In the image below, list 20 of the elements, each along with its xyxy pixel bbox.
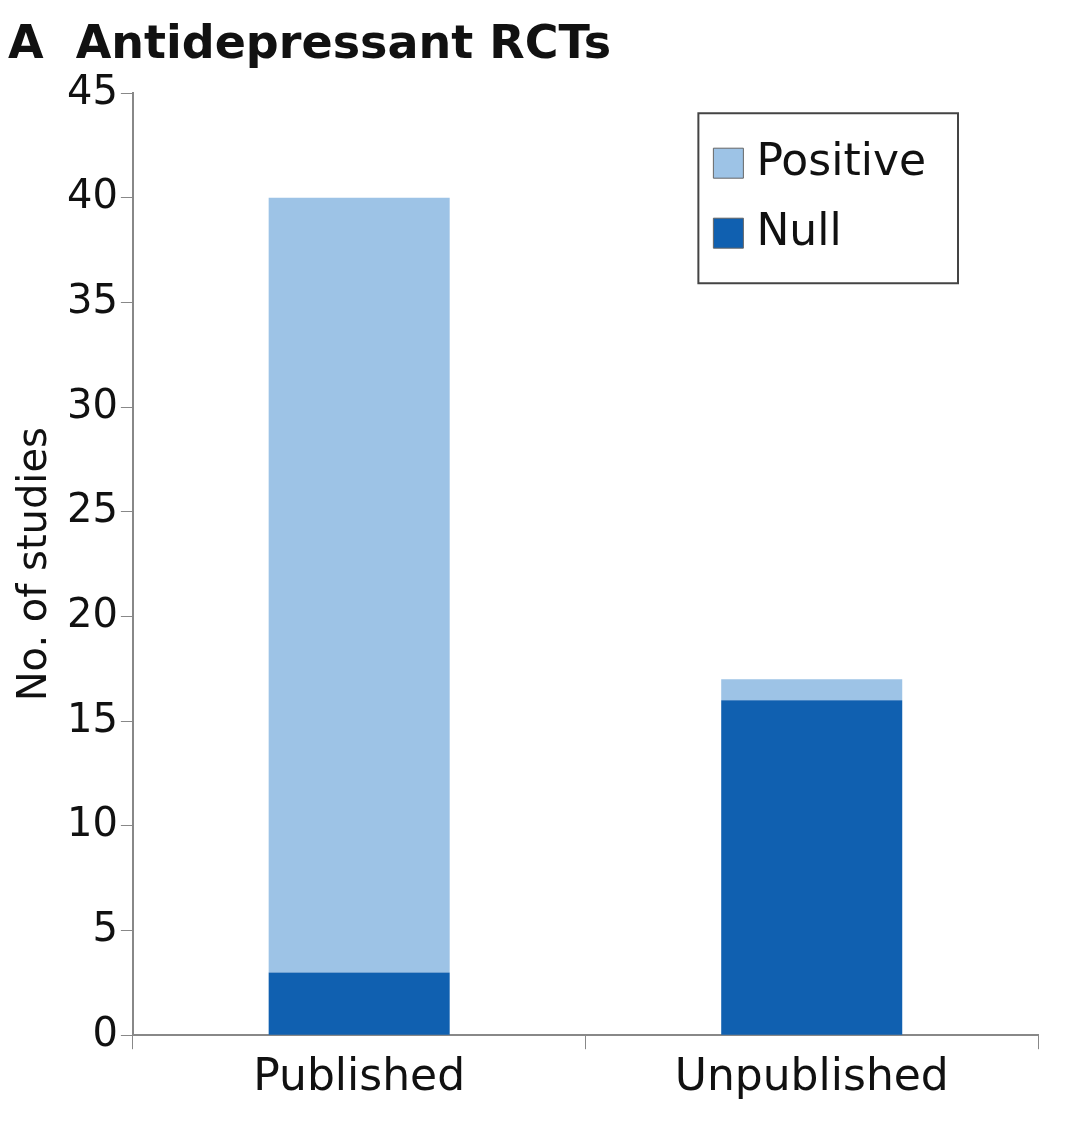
y-tick-label: 30: [66, 380, 118, 427]
y-tick-label: 0: [92, 1008, 118, 1055]
y-tick-label: 35: [66, 275, 118, 322]
x-tick-label: Published: [253, 1049, 466, 1101]
bar: [268, 972, 450, 1035]
y-tick-label: 20: [66, 589, 118, 636]
bar: [268, 197, 450, 973]
y-tick-label: 45: [66, 66, 118, 113]
chart-title: A Antidepressant RCTs: [8, 14, 612, 69]
legend-label: Positive: [756, 133, 927, 185]
y-axis-title: No. of studies: [9, 427, 56, 702]
y-tick-label: 40: [66, 171, 118, 218]
x-tick-label: Unpublished: [674, 1049, 949, 1101]
y-tick-label: 10: [66, 799, 118, 846]
legend-label: Null: [756, 203, 842, 255]
bar: [721, 679, 903, 701]
bar: [721, 700, 903, 1035]
y-tick-label: 15: [66, 694, 118, 741]
y-tick-label: 25: [66, 485, 118, 532]
y-tick-label: 5: [92, 903, 118, 950]
